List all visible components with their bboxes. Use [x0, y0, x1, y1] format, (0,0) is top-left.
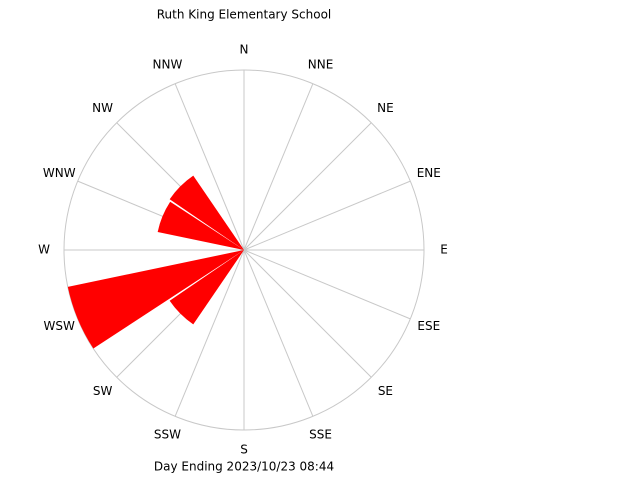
direction-label: NNW: [153, 58, 183, 72]
direction-label: WSW: [44, 319, 75, 333]
direction-label: N: [240, 43, 249, 57]
spoke: [243, 249, 372, 378]
spoke: [243, 83, 314, 251]
direction-label: SSW: [154, 427, 181, 441]
direction-label: ESE: [417, 319, 440, 333]
spoke: [243, 122, 372, 251]
spoke: [243, 249, 314, 417]
spoke: [174, 83, 245, 251]
direction-label: W: [38, 243, 50, 257]
direction-label: S: [240, 443, 248, 457]
direction-label: E: [440, 243, 448, 257]
wind-wedge: [169, 175, 244, 250]
direction-label: ENE: [417, 166, 441, 180]
spoke: [174, 249, 245, 417]
direction-label: WNW: [43, 166, 76, 180]
chart-title: Ruth King Elementary School: [157, 8, 332, 22]
direction-label: SSE: [309, 427, 332, 441]
chart-subtitle: Day Ending 2023/10/23 08:44: [154, 460, 334, 474]
wind-wedge: [169, 250, 244, 325]
wind-wedge: [67, 250, 244, 349]
direction-label: NW: [92, 101, 113, 115]
direction-label: NE: [377, 101, 394, 115]
direction-label: NNE: [308, 58, 334, 72]
spoke: [243, 180, 411, 251]
wind-wedge: [157, 201, 244, 250]
spoke: [243, 249, 411, 320]
direction-label: SW: [93, 384, 113, 398]
direction-label: SE: [378, 384, 393, 398]
